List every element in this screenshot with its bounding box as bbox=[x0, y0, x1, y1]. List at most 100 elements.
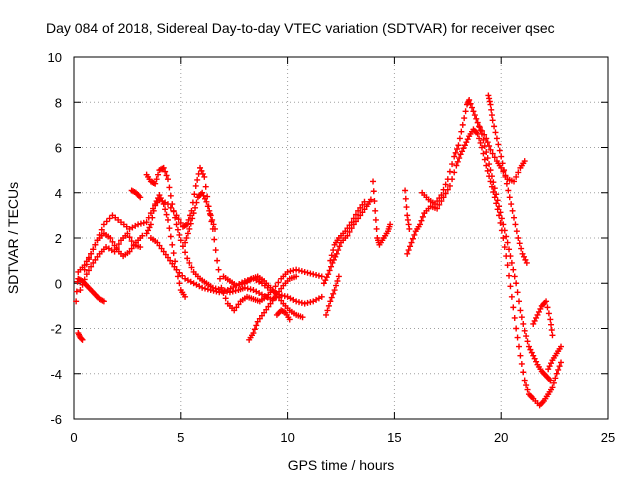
data-point-marker bbox=[462, 108, 469, 115]
data-point-marker bbox=[449, 161, 456, 168]
data-point-marker bbox=[98, 226, 105, 233]
x-axis-label: GPS time / hours bbox=[288, 457, 395, 473]
data-point-marker bbox=[523, 382, 530, 389]
data-point-marker bbox=[154, 239, 161, 246]
data-point-marker bbox=[530, 320, 537, 327]
x-tick-label: 25 bbox=[601, 430, 615, 445]
data-point-marker bbox=[211, 236, 218, 243]
data-point-marker bbox=[272, 283, 279, 290]
data-point-marker bbox=[402, 195, 409, 202]
data-point-marker bbox=[199, 170, 206, 177]
data-point-marker bbox=[323, 274, 330, 281]
data-point-marker bbox=[186, 259, 193, 266]
data-point-marker bbox=[193, 199, 200, 206]
data-point-marker bbox=[213, 288, 220, 295]
data-point-marker bbox=[176, 231, 183, 238]
data-point-marker bbox=[188, 264, 195, 271]
data-point-marker bbox=[523, 333, 530, 340]
data-point-marker bbox=[344, 232, 351, 239]
data-point-marker bbox=[512, 221, 519, 228]
data-point-marker bbox=[371, 198, 378, 205]
data-point-marker bbox=[519, 250, 526, 257]
data-point-marker bbox=[324, 307, 331, 314]
data-point-marker bbox=[169, 201, 176, 208]
data-point-marker bbox=[478, 127, 485, 134]
data-point-marker bbox=[81, 266, 88, 273]
data-point-marker bbox=[210, 221, 217, 228]
data-point-marker bbox=[261, 309, 268, 316]
data-point-marker bbox=[493, 135, 500, 142]
x-tick-label: 20 bbox=[494, 430, 508, 445]
data-point-marker bbox=[130, 242, 137, 249]
data-point-marker bbox=[404, 216, 411, 223]
data-point-marker bbox=[503, 233, 510, 240]
data-point-marker bbox=[139, 232, 146, 239]
data-point-marker bbox=[152, 201, 159, 208]
data-point-marker bbox=[207, 287, 214, 294]
data-point-marker bbox=[328, 252, 335, 259]
data-point-marker bbox=[464, 136, 471, 143]
data-point-marker bbox=[160, 164, 167, 171]
data-point-marker bbox=[500, 168, 507, 175]
data-point-marker bbox=[518, 245, 525, 252]
data-point-marker bbox=[484, 155, 491, 162]
data-point-marker bbox=[307, 299, 314, 306]
data-point-marker bbox=[162, 168, 169, 175]
data-point-marker bbox=[327, 298, 334, 305]
data-point-marker bbox=[162, 206, 169, 213]
data-point-marker bbox=[126, 234, 133, 241]
data-point-marker bbox=[553, 370, 560, 377]
data-point-marker bbox=[453, 162, 460, 169]
data-point-marker bbox=[486, 98, 493, 105]
data-point-marker bbox=[537, 305, 544, 312]
data-point-marker bbox=[417, 221, 424, 228]
series-track-6 bbox=[128, 187, 144, 201]
data-point-marker bbox=[496, 203, 503, 210]
data-point-marker bbox=[137, 244, 144, 251]
data-point-marker bbox=[510, 266, 517, 273]
data-point-marker bbox=[531, 317, 538, 324]
data-point-marker bbox=[404, 212, 411, 219]
data-point-marker bbox=[203, 198, 210, 205]
data-point-marker bbox=[469, 104, 476, 111]
data-point-marker bbox=[535, 308, 542, 315]
data-point-marker bbox=[322, 277, 329, 284]
data-point-marker bbox=[79, 281, 86, 288]
data-point-marker bbox=[162, 251, 169, 258]
series-track-3 bbox=[75, 275, 107, 305]
data-point-marker bbox=[404, 250, 411, 257]
data-point-marker bbox=[204, 203, 211, 210]
data-point-marker bbox=[459, 148, 466, 155]
data-point-marker bbox=[487, 101, 494, 108]
data-point-marker bbox=[287, 268, 294, 275]
data-point-marker bbox=[235, 301, 242, 308]
data-point-marker bbox=[503, 180, 510, 187]
data-point-marker bbox=[558, 343, 565, 350]
data-point-marker bbox=[111, 242, 118, 249]
series-track-24 bbox=[545, 343, 565, 373]
y-tick-label: 4 bbox=[55, 186, 62, 201]
data-point-marker bbox=[267, 300, 274, 307]
data-point-marker bbox=[556, 363, 563, 370]
data-point-marker bbox=[184, 230, 191, 237]
data-point-marker bbox=[207, 212, 214, 219]
x-tick-label: 10 bbox=[280, 430, 294, 445]
series-track-17 bbox=[370, 178, 394, 248]
data-point-marker bbox=[486, 161, 493, 168]
data-point-marker bbox=[326, 267, 333, 274]
x-tick-label: 15 bbox=[387, 430, 401, 445]
data-point-marker bbox=[408, 239, 415, 246]
data-point-marker bbox=[176, 280, 183, 287]
data-point-marker bbox=[199, 284, 206, 291]
data-point-marker bbox=[348, 219, 355, 226]
data-point-marker bbox=[253, 322, 260, 329]
data-point-marker bbox=[83, 271, 90, 278]
data-point-marker bbox=[88, 250, 95, 257]
data-point-marker bbox=[419, 213, 426, 220]
data-point-marker bbox=[507, 253, 514, 260]
data-point-marker bbox=[275, 279, 282, 286]
data-point-marker bbox=[545, 366, 552, 373]
data-point-marker bbox=[411, 231, 418, 238]
data-point-marker bbox=[431, 201, 438, 208]
data-point-marker bbox=[548, 360, 555, 367]
